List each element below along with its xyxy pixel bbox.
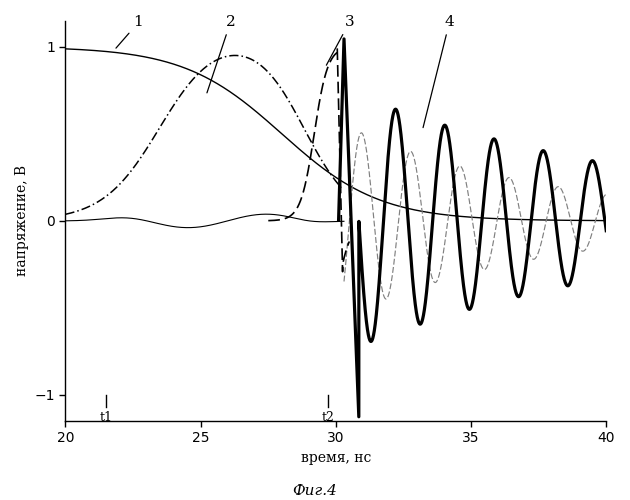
- Text: t2: t2: [321, 410, 334, 424]
- Text: 3: 3: [326, 16, 354, 65]
- Text: t1: t1: [100, 410, 113, 424]
- Text: 4: 4: [423, 16, 454, 128]
- Y-axis label: напряжение, В: напряжение, В: [15, 166, 29, 276]
- X-axis label: время, нс: время, нс: [301, 451, 371, 465]
- Text: Фиг.4: Фиг.4: [292, 484, 338, 498]
- Text: 1: 1: [116, 16, 144, 48]
- Text: 2: 2: [207, 16, 235, 93]
